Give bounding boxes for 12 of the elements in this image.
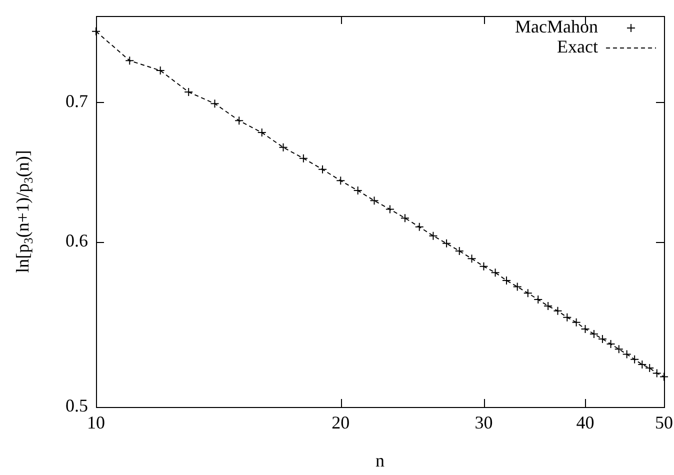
x-tick-label: 10 [87,412,105,433]
x-tick-label: 50 [655,412,673,433]
x-tick-label: 40 [576,412,594,433]
y-axis-title: ln[p3(n+1)/p3(n)] [12,150,36,273]
x-axis-title: n [376,450,384,471]
x-tick-label: 30 [474,412,493,433]
legend-label: MacMahon [515,16,598,37]
x-tick-label: 20 [332,412,350,433]
y-tick-label: 0.6 [66,230,88,251]
legend-label: Exact [557,36,598,57]
y-tick-label: 0.7 [66,91,88,112]
y-tick-label: 0.5 [66,396,88,416]
